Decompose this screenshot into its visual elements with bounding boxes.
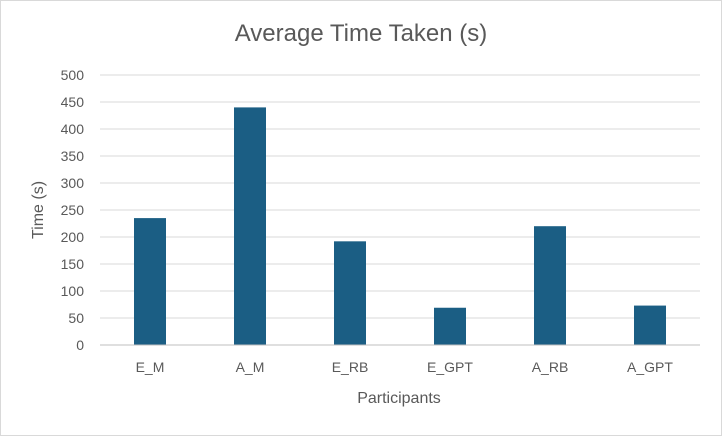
y-tick-label: 250 (61, 202, 85, 218)
y-tick-label: 200 (61, 229, 85, 245)
chart-title: Average Time Taken (s) (234, 20, 488, 47)
x-tick-label: E_M (136, 359, 165, 375)
bar-A_RB (534, 226, 566, 345)
bar-A_M (234, 107, 266, 346)
y-tick-label: 50 (68, 310, 84, 326)
y-axis-ticks: 0 50 100 150 200 250 300 350 400 450 500 (61, 67, 85, 353)
bar-E_M (134, 218, 166, 345)
x-tick-label: E_GPT (427, 359, 473, 375)
x-tick-label: A_RB (532, 359, 569, 375)
y-tick-label: 150 (61, 256, 85, 272)
y-tick-label: 100 (61, 283, 85, 299)
gridlines (100, 74, 700, 319)
x-axis-ticks: E_M A_M E_RB E_GPT A_RB A_GPT (136, 359, 674, 375)
y-tick-label: 400 (61, 121, 85, 137)
y-axis-title: Time (s) (30, 181, 47, 239)
y-tick-label: 300 (61, 175, 85, 191)
y-tick-label: 0 (76, 337, 84, 353)
x-tick-label: A_GPT (627, 359, 673, 375)
y-tick-label: 450 (61, 94, 85, 110)
y-tick-label: 350 (61, 148, 85, 164)
bar-A_GPT (634, 305, 666, 345)
bar-E_GPT (434, 307, 466, 345)
bar-E_RB (334, 241, 366, 345)
x-axis-title: Participants (357, 390, 441, 407)
y-tick-label: 500 (61, 67, 85, 83)
x-tick-label: A_M (236, 359, 265, 375)
bars (134, 107, 666, 346)
x-tick-label: E_RB (332, 359, 369, 375)
